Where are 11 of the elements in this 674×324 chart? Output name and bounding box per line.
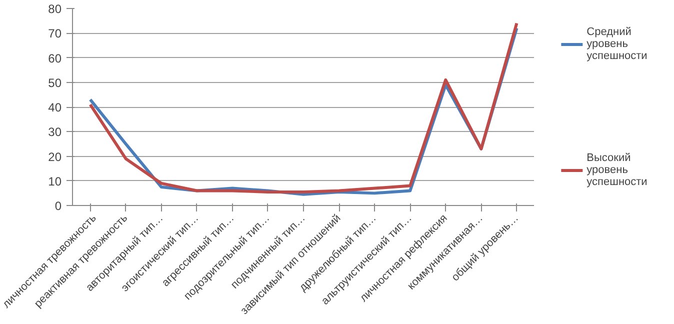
legend-label: Высокий уровень успешности [586, 152, 648, 188]
y-tick-label: 10 [48, 174, 62, 188]
y-tick-label: 0 [54, 199, 62, 213]
y-tick-label: 60 [48, 51, 62, 66]
y-tick-label: 30 [48, 125, 62, 140]
y-tick-label: 70 [48, 26, 62, 41]
legend-label: Средний уровень успешности [586, 26, 648, 62]
y-tick-label: 40 [48, 100, 62, 114]
y-tick-label: 80 [48, 2, 62, 16]
y-tick-label: 20 [48, 150, 62, 164]
y-tick-label: 50 [48, 76, 62, 90]
